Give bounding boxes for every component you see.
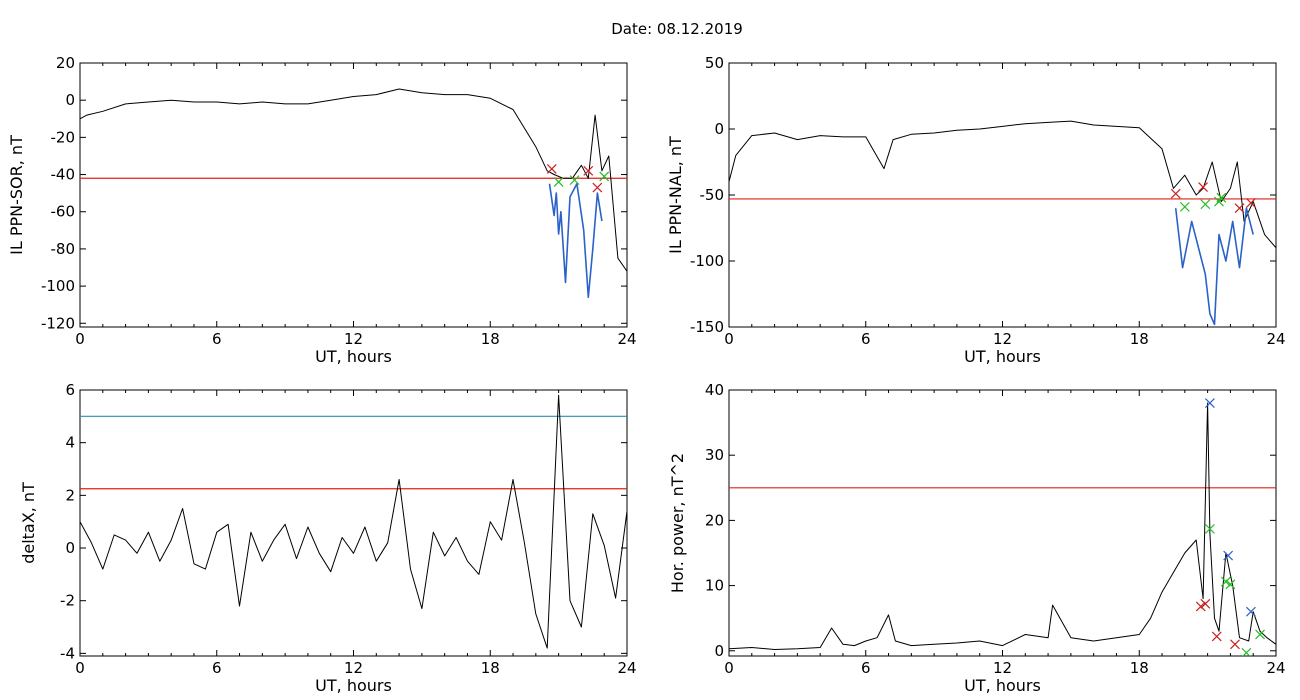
x-tick-label: 12 — [344, 659, 363, 677]
event-marker — [1204, 523, 1215, 534]
x-axis-label: UT, hours — [315, 347, 392, 366]
y-tick-label: 20 — [705, 511, 724, 529]
y-axis-label: IL PPN-NAL, nT — [666, 136, 685, 254]
plot-area — [729, 120, 1276, 326]
x-tick-label: 12 — [344, 330, 363, 348]
event-marker — [569, 175, 580, 186]
event-marker — [1200, 199, 1211, 210]
event-marker — [1198, 182, 1208, 193]
x-tick-label: 0 — [724, 330, 734, 348]
y-tick-label: 0 — [714, 120, 724, 138]
event-marker — [1241, 647, 1252, 656]
event-marker — [592, 182, 603, 193]
y-tick-label: 50 — [705, 54, 724, 72]
event-marker — [546, 164, 557, 174]
y-tick-label: 30 — [705, 446, 724, 464]
event-marker — [1225, 579, 1236, 590]
plot-area — [80, 88, 627, 299]
y-tick-label: 20 — [56, 54, 75, 72]
y-tick-label: 0 — [65, 91, 75, 109]
event-marker — [599, 171, 610, 182]
y-tick-label: -40 — [51, 166, 76, 184]
x-tick-label: 12 — [993, 659, 1012, 677]
y-tick-label: -80 — [51, 240, 76, 258]
x-tick-label: 6 — [861, 659, 871, 677]
series-line-1 — [729, 402, 1276, 650]
x-tick-label: 18 — [481, 330, 500, 348]
event-marker — [1220, 576, 1231, 587]
x-tick-label: 24 — [617, 330, 636, 348]
plot-frame — [79, 62, 628, 328]
event-marker — [1195, 601, 1206, 612]
plot-frame — [79, 389, 628, 657]
x-tick-label: 6 — [861, 330, 871, 348]
event-marker — [583, 165, 594, 176]
event-marker — [1211, 631, 1222, 642]
y-tick-label: 0 — [714, 642, 724, 660]
y-tick-label: 4 — [65, 434, 75, 452]
y-tick-label: -100 — [41, 277, 75, 295]
event-marker — [1170, 188, 1181, 199]
x-tick-label: 0 — [724, 659, 734, 677]
x-tick-label: 0 — [75, 330, 85, 348]
x-tick-label: 6 — [212, 330, 222, 348]
x-tick-label: 18 — [1130, 659, 1149, 677]
chart-panel-4: 0 6 12 18 24 40 30 20 10 0 UT, hours Hor. power, nT… — [668, 381, 1286, 695]
event-marker — [1234, 203, 1245, 214]
x-tick-label: 24 — [1266, 659, 1285, 677]
plot-area — [729, 398, 1276, 656]
x-tick-label: 6 — [212, 659, 222, 677]
x-axis-label: UT, hours — [315, 676, 392, 695]
series-line-1 — [729, 120, 1276, 249]
x-tick-label: 18 — [1130, 330, 1149, 348]
series-line-1 — [80, 394, 627, 649]
y-tick-label: 2 — [65, 486, 75, 504]
series-line-2 — [1174, 207, 1254, 326]
plot-frame — [728, 389, 1277, 657]
x-axis-label: UT, hours — [964, 676, 1041, 695]
event-marker — [1204, 398, 1215, 408]
chart-panel-3: 0 6 12 18 24 6 4 2 0 -2 -4 UT, hours deltaX, nT — [19, 381, 637, 695]
event-marker — [1246, 606, 1256, 617]
plot-frame — [728, 62, 1277, 328]
y-tick-label: -60 — [51, 203, 76, 221]
y-tick-label: 40 — [705, 381, 724, 399]
plot-area — [80, 394, 627, 649]
event-marker — [1200, 598, 1211, 609]
event-marker — [1230, 639, 1240, 650]
event-marker — [1255, 629, 1265, 640]
chart-panel-2: 0 6 12 18 24 50 0 -50 -100 -150 UT, hours IL PPN-NA… — [666, 54, 1286, 366]
y-tick-label: -2 — [60, 592, 75, 610]
event-marker — [553, 177, 564, 187]
y-tick-label: -4 — [60, 644, 75, 662]
x-axis-label: UT, hours — [964, 347, 1041, 366]
x-tick-label: 0 — [75, 659, 85, 677]
y-tick-label: -50 — [700, 186, 725, 204]
page-title: Date: 08.12.2019 — [611, 20, 743, 38]
event-marker — [1246, 197, 1256, 208]
x-tick-label: 24 — [1266, 330, 1285, 348]
y-tick-label: 10 — [705, 577, 724, 595]
event-marker — [1223, 550, 1234, 561]
y-tick-label: -120 — [41, 314, 75, 332]
chart-panel-1: 0 6 12 18 24 20 0 -20 -40 -60 -80 -100 -120 UT, hours… — [7, 54, 637, 366]
series-line-2 — [548, 183, 603, 299]
x-tick-label: 24 — [617, 659, 636, 677]
y-axis-label: IL PPN-SOR, nT — [7, 135, 26, 255]
x-tick-label: 12 — [993, 330, 1012, 348]
y-tick-label: 6 — [65, 381, 75, 399]
y-tick-label: -20 — [51, 128, 76, 146]
event-marker — [1216, 192, 1227, 203]
y-axis-label: Hor. power, nT^2 — [668, 453, 687, 593]
x-tick-label: 18 — [481, 659, 500, 677]
series-line-1 — [80, 88, 627, 272]
y-tick-label: -150 — [690, 318, 724, 336]
event-marker — [1179, 201, 1190, 212]
y-tick-label: 0 — [65, 539, 75, 557]
y-axis-label: deltaX, nT — [19, 482, 38, 564]
y-tick-label: -100 — [690, 252, 724, 270]
